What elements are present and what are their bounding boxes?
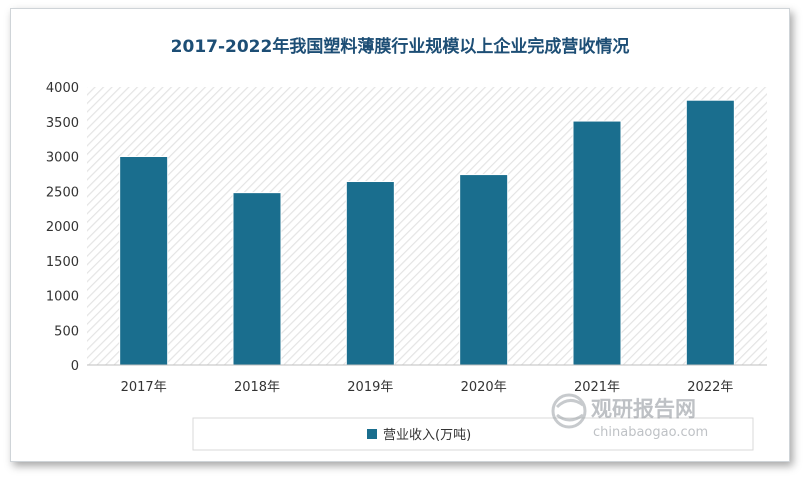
y-tick-label: 0 xyxy=(71,359,79,374)
y-tick-label: 3500 xyxy=(46,116,79,131)
legend-box xyxy=(192,417,754,451)
watermark-logo-icon xyxy=(551,393,587,429)
legend: 营业收入(万吨) xyxy=(192,417,754,451)
x-tick-label: 2020年 xyxy=(461,380,507,395)
bar-series xyxy=(119,99,735,366)
x-tick-label: 2022年 xyxy=(687,380,733,395)
bar xyxy=(685,99,735,366)
plot-area xyxy=(87,87,767,365)
bar xyxy=(119,156,169,366)
watermark: 观研报告网 chinabaogao.com xyxy=(551,393,708,440)
y-tick-label: 2500 xyxy=(46,185,79,200)
chart-title: 2017-2022年我国塑料薄膜行业规模以上企业完成营收情况 xyxy=(171,36,630,57)
watermark-url: chinabaogao.com xyxy=(593,425,708,440)
bar xyxy=(232,192,282,366)
legend-label: 营业收入(万吨) xyxy=(383,428,471,443)
chart-frame: 2017-2022年我国塑料薄膜行业规模以上企业完成营收情况 0 500 1000 1… xyxy=(10,8,790,462)
bar xyxy=(345,181,395,366)
y-tick-label: 1500 xyxy=(46,255,79,270)
x-tick-label: 2021年 xyxy=(574,380,620,395)
watermark-name: 观研报告网 xyxy=(591,397,696,421)
y-tick-label: 500 xyxy=(54,324,79,339)
x-tick-label: 2018年 xyxy=(234,380,280,395)
bar xyxy=(572,120,622,366)
y-axis: 0 500 1000 1500 2000 2500 3000 3500 4000 xyxy=(46,81,79,374)
x-tick-label: 2017年 xyxy=(121,380,167,395)
chart-svg: 2017-2022年我国塑料薄膜行业规模以上企业完成营收情况 0 500 1000 1… xyxy=(46,36,767,451)
legend-swatch xyxy=(367,429,377,439)
y-tick-label: 2000 xyxy=(46,220,79,235)
bar xyxy=(459,174,509,366)
x-tick-label: 2019年 xyxy=(347,380,393,395)
y-tick-label: 3000 xyxy=(46,151,79,166)
y-tick-label: 1000 xyxy=(46,290,79,305)
x-axis: 2017年 2018年 2019年 2020年 2021年 2022年 xyxy=(121,380,734,395)
y-tick-label: 4000 xyxy=(46,81,79,96)
